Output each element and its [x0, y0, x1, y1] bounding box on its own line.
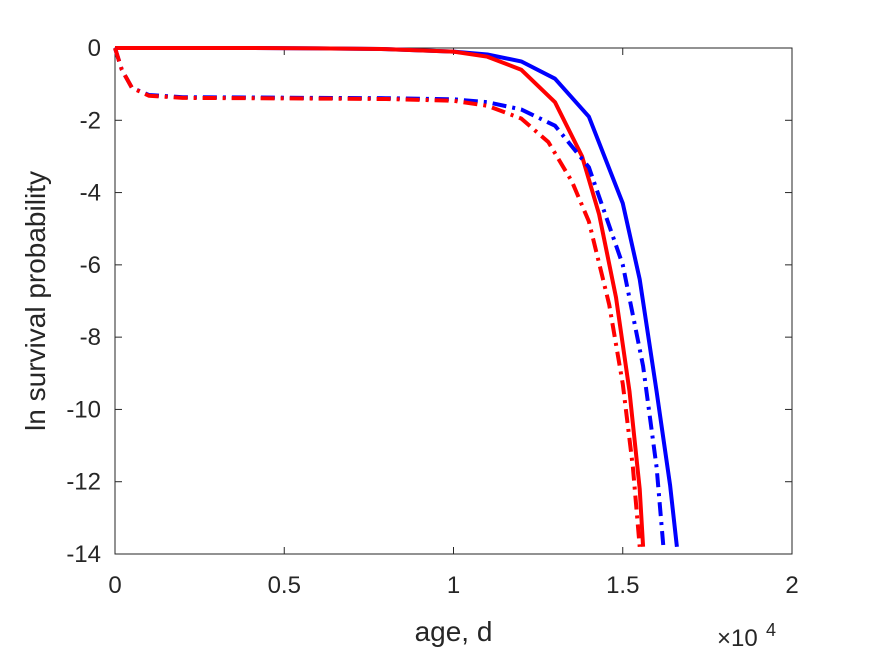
y-tick-label: -6: [80, 252, 101, 279]
y-tick-label: -2: [80, 107, 101, 134]
x-tick-label: 1: [447, 572, 460, 599]
y-tick-label: -14: [66, 541, 101, 568]
y-tick-label: -12: [66, 469, 101, 496]
series-layer: [113, 46, 679, 548]
y-tick-label: -10: [66, 396, 101, 423]
x-tick-label: 2: [785, 572, 798, 599]
x-tick-label: 0.5: [268, 572, 301, 599]
series-line-2: [115, 46, 646, 547]
ticks-layer: 0 0.5 1 1.5 2 0 -2 -4 -6 -8 -10 -12 -14: [66, 35, 798, 599]
y-tick-label: 0: [88, 35, 101, 62]
x-exponent-base: ×10: [717, 625, 758, 652]
y-axis-label: ln survival probability: [20, 171, 51, 431]
x-exponent: ×10 4: [717, 620, 776, 652]
x-axis-label: age, d: [415, 616, 493, 647]
y-tick-label: -4: [80, 180, 101, 207]
series-line-4: [113, 47, 642, 547]
y-tick-label: -8: [80, 324, 101, 351]
x-tick-label: 1.5: [606, 572, 639, 599]
x-tick-label: 0: [108, 572, 121, 599]
x-exponent-power: 4: [766, 620, 776, 640]
plot-area: [114, 47, 793, 555]
